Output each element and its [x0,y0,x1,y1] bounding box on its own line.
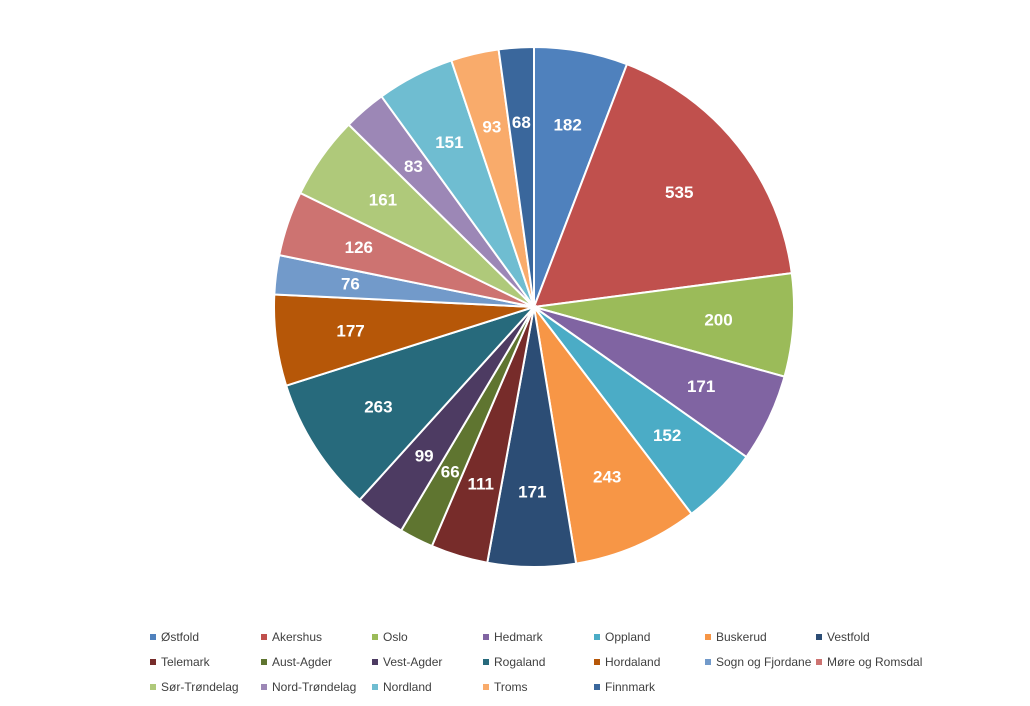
legend-label: Telemark [161,654,210,669]
pie-slice-rogaland [284,304,538,502]
legend-item: Oppland [594,628,705,645]
legend-label: Aust-Agder [272,654,333,669]
legend-item: Telemark [150,653,261,670]
data-label: 68 [512,113,531,132]
legend-label: Oppland [605,629,651,644]
legend-label: Sør-Trøndelag [161,679,239,694]
legend-label: Oslo [383,629,408,644]
legend-swatch [705,658,711,665]
legend-label: Møre og Romsdal [827,654,923,669]
legend-swatch [150,633,156,640]
legend-item: Møre og Romsdal [816,653,927,670]
legend-item: Nord-Trøndelag [261,678,372,695]
legend-label: Sogn og Fjordane [716,654,812,669]
data-label: 171 [687,377,715,396]
legend-label: Vestfold [827,629,870,644]
data-label: 243 [593,467,621,486]
legend-swatch [594,633,600,640]
data-label: 177 [336,321,364,340]
data-label: 83 [404,157,423,176]
data-label: 76 [341,275,360,294]
legend-swatch [483,658,489,665]
legend-swatch [150,658,156,665]
pie-slice-finnmark [497,45,535,308]
pie-data-labels: 182 535 200 171 152 243 171 111 66 99 263 177 76 126 1… [336,113,732,502]
legend-item: Hedmark [483,628,594,645]
data-label: 99 [415,446,434,465]
legend-label: Buskerud [716,629,767,644]
data-label: 171 [518,482,546,501]
legend-item: Vest-Agder [372,653,483,670]
legend-item: Oslo [372,628,483,645]
data-label: 66 [441,462,460,481]
legend-label: Nord-Trøndelag [272,679,357,694]
legend-swatch [261,683,267,690]
legend-item: Aust-Agder [261,653,372,670]
legend-label: Troms [494,679,528,694]
legend-item: Akershus [261,628,372,645]
legend-item: Østfold [150,628,261,645]
data-label: 151 [435,133,463,152]
legend-swatch [261,633,267,640]
legend-item: Nordland [372,678,483,695]
data-label: 161 [369,191,397,210]
legend-label: Hedmark [494,629,543,644]
legend-label: Akershus [272,629,323,644]
legend-swatch [705,633,711,640]
legend-swatch [594,658,600,665]
legend-item: Troms [483,678,594,695]
legend-item: Sogn og Fjordane [705,653,816,670]
data-label: 263 [364,398,392,417]
data-label: 93 [482,117,501,136]
data-label: 126 [345,238,373,257]
legend-item: Sør-Trøndelag [150,678,261,695]
legend-swatch [372,633,378,640]
pie-slice-akershus [532,62,793,309]
legend-swatch [372,658,378,665]
legend-swatch [483,683,489,690]
legend-label: Finnmark [605,679,656,694]
legend-swatch [483,633,489,640]
legend-swatch [150,683,156,690]
legend-item: Vestfold [816,628,927,645]
legend-item: Finnmark [594,678,705,695]
data-label: 111 [467,475,494,494]
legend: Østfold Akershus Oslo Hedmark Oppland Buskeru… [150,628,922,695]
data-label: 152 [653,426,681,445]
legend-swatch [816,633,822,640]
legend-swatch [372,683,378,690]
pie-chart: 182 535 200 171 152 243 171 111 66 99 263 177 76 126 1… [273,45,795,568]
pie-slices [273,45,795,568]
pie-slice-buskerud [533,306,693,565]
legend-label: Nordland [383,679,432,694]
legend-swatch [261,658,267,665]
data-label: 535 [665,183,693,202]
legend-label: Hordaland [605,654,661,669]
legend-label: Vest-Agder [383,654,443,669]
data-label: 200 [704,310,732,329]
data-label: 182 [553,116,581,135]
legend-item: Buskerud [705,628,816,645]
legend-item: Hordaland [594,653,705,670]
legend-item: Rogaland [483,653,594,670]
legend-label: Østfold [161,629,200,644]
legend-swatch [594,683,600,690]
legend-label: Rogaland [494,654,546,669]
legend-swatch [816,658,822,665]
